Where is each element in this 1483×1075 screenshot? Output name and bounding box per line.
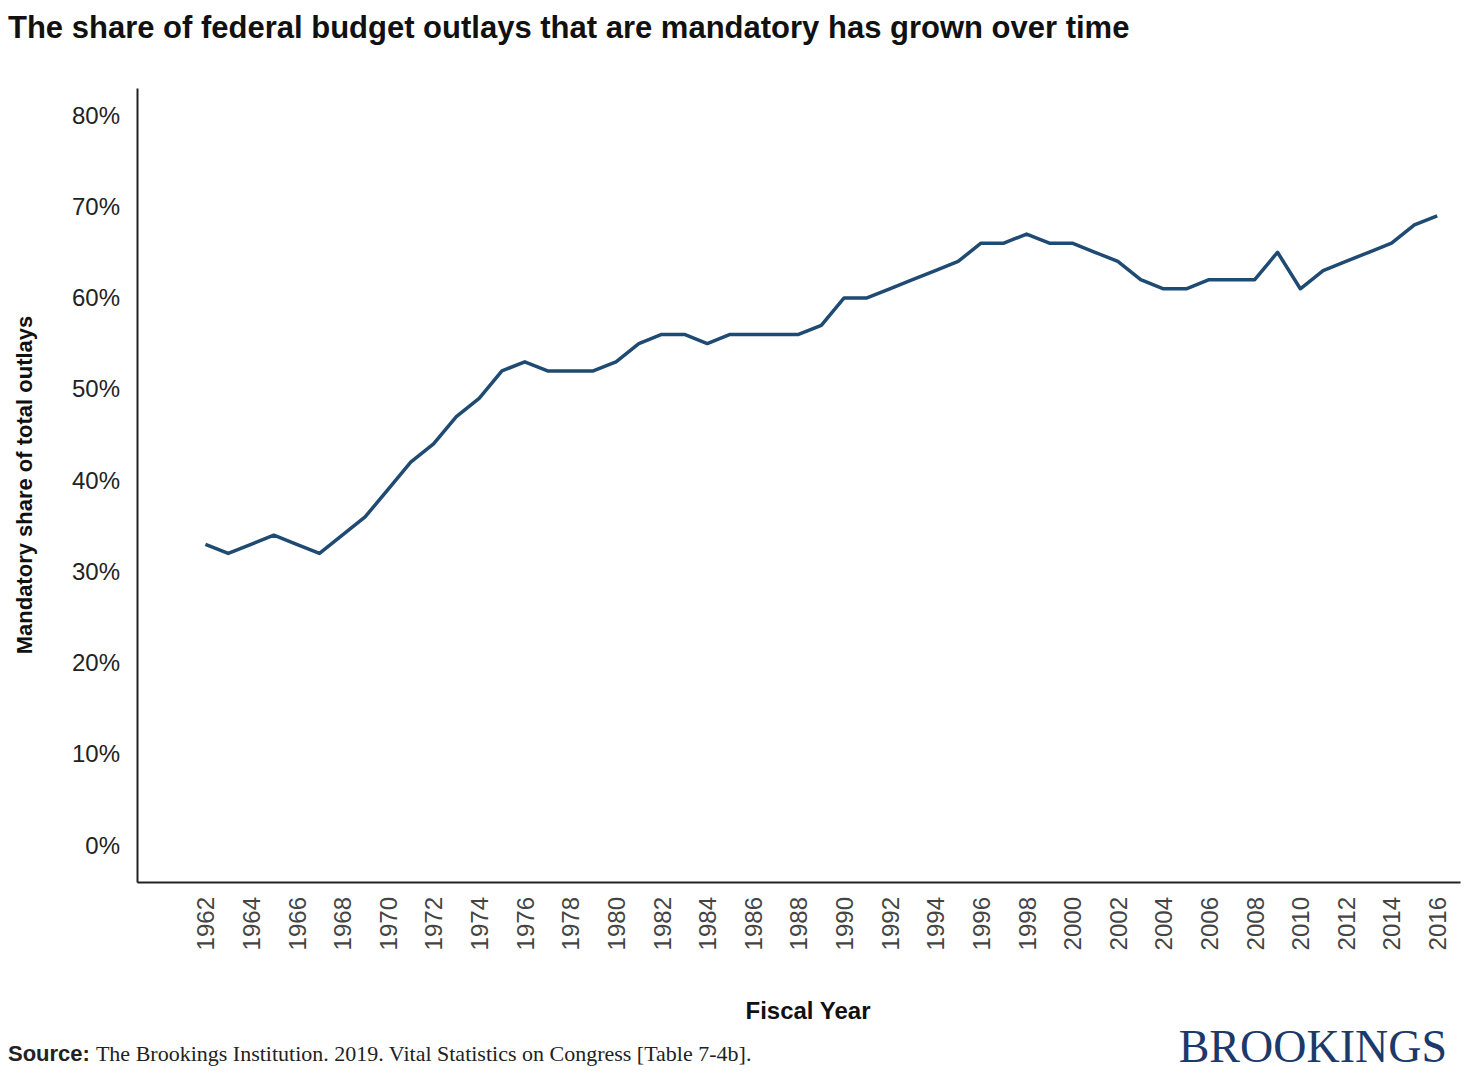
- x-tick-label: 2012: [1333, 897, 1360, 950]
- x-tick-label: 1984: [694, 897, 721, 950]
- x-tick-label: 1966: [284, 897, 311, 950]
- data-line: [205, 216, 1437, 554]
- x-tick-label: 2000: [1059, 897, 1086, 950]
- x-tick-label: 2006: [1196, 897, 1223, 950]
- x-tick-label: 2016: [1424, 897, 1451, 950]
- x-tick: 2004: [1150, 882, 1177, 950]
- x-axis-title: Fiscal Year: [746, 997, 871, 1024]
- x-tick: 1990: [831, 882, 858, 950]
- x-tick-label: 1998: [1014, 897, 1041, 950]
- x-tick-label: 1964: [238, 897, 265, 950]
- x-tick: 1984: [694, 882, 721, 950]
- x-tick-label: 1996: [968, 897, 995, 950]
- y-tick: 0%: [85, 832, 137, 859]
- x-tick: 2010: [1287, 882, 1314, 950]
- x-tick-label: 1994: [922, 897, 949, 950]
- x-tick: 2014: [1378, 882, 1405, 950]
- x-tick: 1972: [420, 882, 447, 950]
- x-tick-label: 1974: [466, 897, 493, 950]
- x-tick: 1970: [375, 882, 402, 950]
- source-text: The Brookings Institution. 2019. Vital S…: [96, 1041, 751, 1066]
- x-tick: 2012: [1333, 882, 1360, 950]
- y-tick: 70%: [72, 193, 137, 220]
- x-tick-label: 1976: [512, 897, 539, 950]
- x-tick-label: 1972: [420, 897, 447, 950]
- x-tick-label: 2004: [1150, 897, 1177, 950]
- x-tick-label: 2008: [1242, 897, 1269, 950]
- plot-area: [205, 216, 1437, 554]
- x-tick: 1988: [785, 882, 812, 950]
- y-tick: 60%: [72, 284, 137, 311]
- x-tick: 2006: [1196, 882, 1223, 950]
- title: The share of federal budget outlays that…: [8, 10, 1129, 45]
- x-tick: 1976: [512, 882, 539, 950]
- y-tick-label: 20%: [72, 649, 120, 676]
- x-tick: 1998: [1014, 882, 1041, 950]
- x-tick: 1964: [238, 882, 265, 950]
- y-tick-label: 40%: [72, 467, 120, 494]
- x-tick-label: 2002: [1105, 897, 1132, 950]
- source: Source:The Brookings Institution. 2019. …: [8, 1041, 751, 1066]
- x-tick-label: 1962: [192, 897, 219, 950]
- x-tick: 1996: [968, 882, 995, 950]
- x-tick: 1992: [877, 882, 904, 950]
- x-tick-label: 1982: [649, 897, 676, 950]
- x-tick-label: 1986: [740, 897, 767, 950]
- x-tick-label: 1990: [831, 897, 858, 950]
- y-tick-label: 70%: [72, 193, 120, 220]
- y-tick: 30%: [72, 558, 137, 585]
- x-tick-label: 1968: [329, 897, 356, 950]
- x-tick: 1986: [740, 882, 767, 950]
- y-tick-label: 0%: [85, 832, 120, 859]
- x-tick: 2000: [1059, 882, 1086, 950]
- x-tick: 2016: [1424, 882, 1451, 950]
- y-axis-title: Mandatory share of total outlays: [12, 316, 37, 655]
- y-tick-label: 80%: [72, 102, 120, 129]
- x-tick: 1962: [192, 882, 219, 950]
- y-tick-label: 50%: [72, 375, 120, 402]
- y-tick: 40%: [72, 467, 137, 494]
- x-tick-label: 1970: [375, 897, 402, 950]
- x-tick-label: 2014: [1378, 897, 1405, 950]
- source-label: Source:: [8, 1041, 90, 1066]
- y-tick: 80%: [72, 102, 137, 129]
- x-tick: 2008: [1242, 882, 1269, 950]
- y-axis-line: [137, 89, 139, 883]
- x-axis-line: [138, 882, 1461, 884]
- x-axis: 1962 1964 1966 1968 1970 1972 1974 1976 1978 1980…: [138, 882, 1461, 950]
- x-tick: 1994: [922, 882, 949, 950]
- y-tick: 50%: [72, 375, 137, 402]
- x-tick-label: 1978: [557, 897, 584, 950]
- x-tick: 1974: [466, 882, 493, 950]
- x-tick: 2002: [1105, 882, 1132, 950]
- x-tick: 1966: [284, 882, 311, 950]
- x-tick-label: 2010: [1287, 897, 1314, 950]
- y-tick-label: 60%: [72, 284, 120, 311]
- x-tick-label: 1988: [785, 897, 812, 950]
- x-tick: 1980: [603, 882, 630, 950]
- x-tick: 1968: [329, 882, 356, 950]
- y-tick-label: 10%: [72, 740, 120, 767]
- y-axis: 0% 10% 20% 30% 40% 50% 60% 70% 80%: [72, 89, 138, 883]
- chart: The share of federal budget outlays that…: [0, 0, 1483, 1075]
- brand-logo: BROOKINGS: [1179, 1021, 1447, 1072]
- y-tick: 20%: [72, 649, 137, 676]
- x-tick-label: 1980: [603, 897, 630, 950]
- x-tick: 1978: [557, 882, 584, 950]
- x-tick-label: 1992: [877, 897, 904, 950]
- y-tick: 10%: [72, 740, 137, 767]
- y-tick-label: 30%: [72, 558, 120, 585]
- x-tick: 1982: [649, 882, 676, 950]
